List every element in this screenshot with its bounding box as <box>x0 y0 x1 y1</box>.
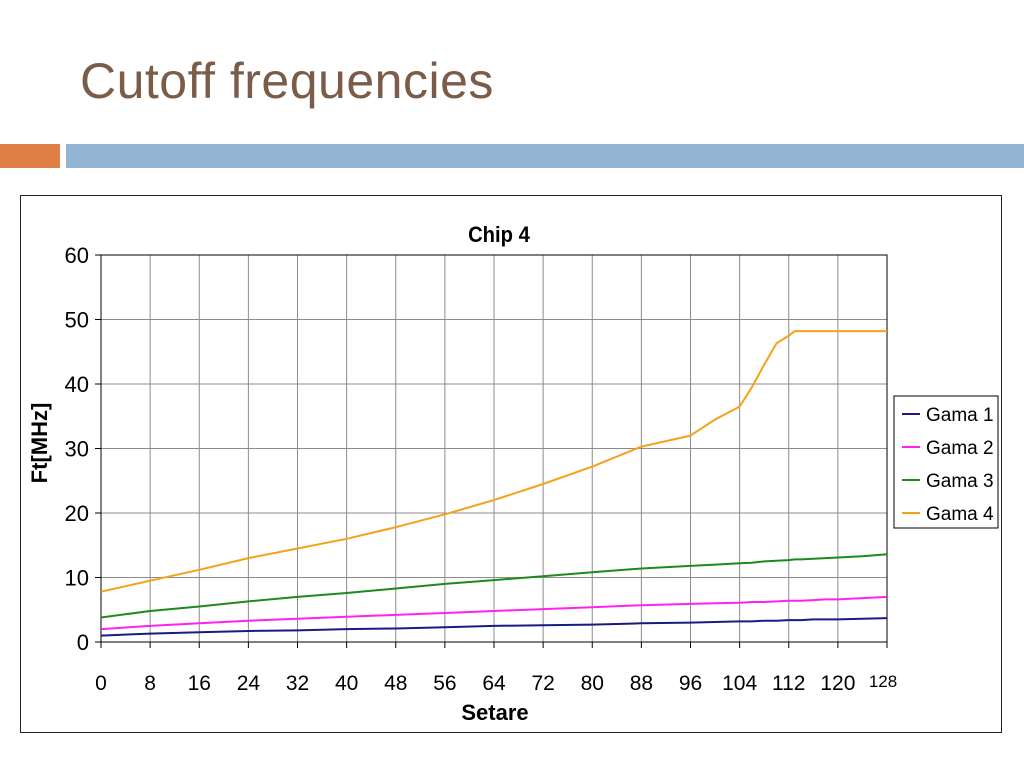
y-tick-label: 20 <box>65 501 89 526</box>
y-axis-title: Ft[MHz] <box>27 403 52 484</box>
x-tick-label: 56 <box>433 672 456 695</box>
slide-title: Cutoff frequencies <box>80 53 494 109</box>
y-tick-label: 0 <box>77 630 89 655</box>
y-tick-label: 50 <box>65 308 89 333</box>
legend-label: Gama 4 <box>926 504 994 525</box>
legend: Gama 1 Gama 2 Gama 3 Gama 4 <box>893 395 999 529</box>
x-tick-label: 64 <box>482 672 506 695</box>
y-tick-label: 60 <box>65 243 89 268</box>
x-tick-label: 88 <box>630 672 653 695</box>
series-line-4 <box>100 330 887 593</box>
legend-label: Gama 2 <box>926 438 994 459</box>
y-tick-label: 10 <box>65 566 89 591</box>
axis-ticks: 0 8 16 24 32 40 48 56 64 72 80 88 96 104 112 120 128 0 10 2… <box>65 243 898 695</box>
x-tick-label: 16 <box>188 672 211 695</box>
x-tick-label: 72 <box>531 672 554 695</box>
blue-accent-bar <box>66 144 1024 168</box>
y-tick-label: 40 <box>65 372 89 397</box>
x-axis-title: Setare <box>461 700 528 725</box>
grid <box>101 255 887 642</box>
series-line-2 <box>100 595 888 631</box>
x-tick-label: 96 <box>679 672 702 695</box>
series-line-1 <box>100 617 888 637</box>
legend-box <box>893 395 999 529</box>
x-tick-label: 8 <box>144 672 156 695</box>
x-tick-label: 128 <box>869 672 897 691</box>
x-tick-label: 24 <box>237 672 261 695</box>
series-lines <box>100 330 888 637</box>
series-line-3 <box>100 553 888 619</box>
x-tick-label: 104 <box>722 672 757 695</box>
chart-title: Chip 4 <box>468 223 530 247</box>
x-tick-label: 40 <box>335 672 358 695</box>
x-tick-label: 120 <box>820 672 855 695</box>
x-tick-label: 0 <box>95 672 107 695</box>
orange-accent-bar <box>0 144 60 168</box>
x-tick-label: 32 <box>286 672 309 695</box>
legend-label: Gama 3 <box>926 471 994 492</box>
chart-frame: 0 8 16 24 32 40 48 56 64 72 80 88 96 104 112 120 128 0 10 2… <box>20 195 1002 733</box>
x-tick-label: 112 <box>772 672 805 695</box>
line-chart: 0 8 16 24 32 40 48 56 64 72 80 88 96 104 112 120 128 0 10 2… <box>27 223 999 725</box>
x-tick-label: 80 <box>581 672 604 695</box>
y-tick-label: 30 <box>65 437 89 462</box>
legend-label: Gama 1 <box>926 405 994 426</box>
x-tick-label: 48 <box>384 672 407 695</box>
